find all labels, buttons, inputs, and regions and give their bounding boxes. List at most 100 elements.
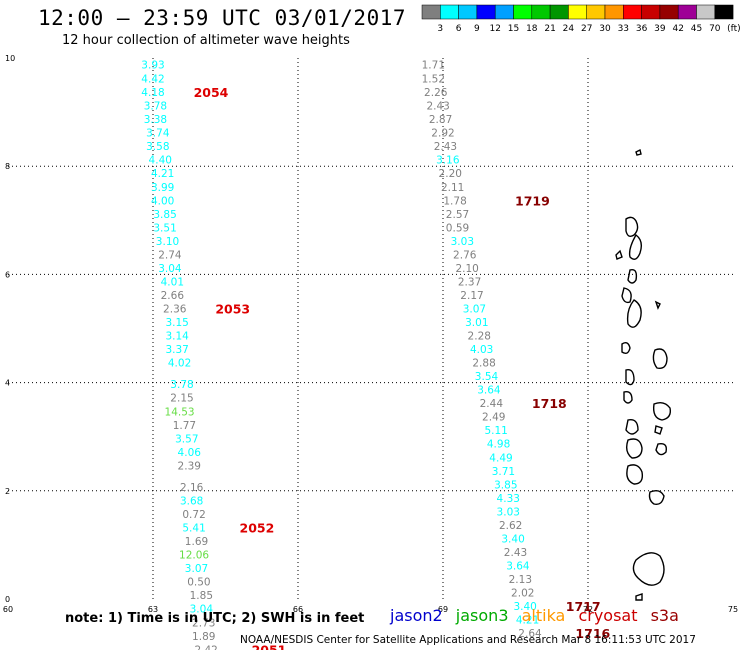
x-tick-label: 66 — [293, 605, 303, 614]
wave-height-label: 2.11 — [441, 182, 464, 194]
wave-height-label: 4.40 — [149, 155, 172, 167]
island-outline — [654, 300, 661, 310]
y-tick-label: 8 — [5, 162, 10, 171]
wave-height-label: 4.18 — [141, 87, 164, 99]
wave-height-label: 2.87 — [429, 114, 452, 126]
wave-height-label: 1.85 — [190, 590, 213, 602]
island-outline — [655, 442, 668, 456]
colorbar: 3 6 9 12 15 18 21 24 27 30 33 36 39 42 45 70 (ft) — [421, 4, 740, 34]
island-outline — [625, 438, 643, 459]
wave-height-label: 2.49 — [482, 412, 505, 424]
wave-height-label: 1.77 — [173, 420, 196, 432]
colorbar-swatch — [641, 4, 661, 20]
island-outline — [626, 299, 642, 328]
y-tick-label: 0 — [5, 595, 10, 604]
satellite-legend: jason2 jason3 altika cryosat s3a — [390, 606, 687, 625]
colorbar-swatch — [568, 4, 587, 20]
wave-height-label: 2.43 — [426, 101, 449, 113]
island-outline — [621, 287, 632, 304]
colorbar-swatch — [586, 4, 606, 20]
wave-height-label: 2.74 — [158, 249, 182, 261]
wave-height-label: 3.64 — [506, 560, 530, 572]
footer-note: note: 1) Time is in UTC; 2) SWH is in fe… — [65, 611, 365, 626]
colorbar-label: 39 — [654, 24, 666, 34]
colorbar-swatch — [677, 4, 697, 20]
wave-height-label: 2.17 — [460, 290, 483, 302]
island-outline — [635, 148, 642, 156]
wave-height-label: 2.43 — [434, 141, 457, 153]
colorbar-swatch — [440, 4, 459, 20]
wave-height-label: 3.04 — [190, 604, 214, 616]
wave-height-label: 5.11 — [484, 425, 507, 437]
legend-s3a: s3a — [650, 606, 679, 625]
y-tick-label: 2 — [5, 487, 10, 496]
wave-height-label: 3.04 — [158, 263, 182, 275]
wave-height-label: 3.40 — [513, 601, 536, 613]
wave-height-label: 2.57 — [446, 209, 469, 221]
colorbar-swatch — [494, 4, 514, 20]
wave-height-label: 2.66 — [161, 290, 185, 302]
wave-height-label: 2.39 — [178, 460, 201, 472]
colorbar-swatch — [623, 4, 642, 20]
wave-height-label: 2.20 — [439, 168, 462, 180]
wave-height-label: 2.44 — [480, 398, 504, 410]
island-outline — [623, 390, 633, 404]
island-outline — [625, 216, 639, 238]
wave-height-label: 2.64 — [518, 628, 542, 640]
wave-height-label: 3.38 — [144, 114, 167, 126]
wave-height-label: 2.73 — [192, 617, 215, 629]
wave-height-label: 3.58 — [146, 141, 169, 153]
wave-height-label: 5.41 — [182, 523, 205, 535]
colorbar-swatch — [476, 4, 496, 20]
y-tick-label: 4 — [5, 379, 10, 388]
wave-height-label: 3.10 — [156, 236, 179, 248]
colorbar-swatch — [513, 4, 533, 20]
wave-height-label: 12.06 — [179, 550, 209, 562]
wave-height-label: 0.72 — [182, 509, 205, 521]
colorbar-label: 3 — [437, 24, 443, 34]
wave-height-label: 3.14 — [165, 331, 189, 343]
wave-height-label: 3.78 — [144, 101, 167, 113]
island-outline — [652, 348, 668, 369]
grid — [8, 58, 733, 599]
wave-height-label: 3.99 — [151, 182, 174, 194]
colorbar-label: 18 — [526, 24, 538, 34]
chart-title: 12:00 — 23:59 UTC 03/01/2017 — [38, 6, 407, 30]
colorbar-label: 36 — [636, 24, 648, 34]
wave-height-label: 2.13 — [509, 574, 532, 586]
y-tick-label: 10 — [5, 54, 15, 63]
wave-height-label: 14.53 — [165, 406, 195, 418]
wave-height-label: 2.92 — [431, 128, 454, 140]
wave-height-label: 2.16 — [180, 482, 204, 494]
island-outline — [654, 425, 663, 435]
island-outline — [625, 419, 639, 435]
time-label: 1717 — [566, 599, 601, 614]
colorbar-label: 24 — [563, 24, 575, 34]
wave-height-label: 3.64 — [477, 385, 501, 397]
wave-height-label: 2.43 — [504, 547, 527, 559]
wave-height-label: 4.33 — [497, 493, 520, 505]
wave-height-label: 3.85 — [494, 479, 517, 491]
wave-height-label: 0.50 — [187, 577, 210, 589]
wave-height-label: 4.21 — [151, 168, 174, 180]
wave-height-label: 2.28 — [468, 331, 491, 343]
wave-height-label: 3.71 — [492, 466, 515, 478]
colorbar-label: 15 — [508, 24, 519, 34]
wave-height-label: 4.06 — [178, 447, 202, 459]
colorbar-label: 70 — [709, 24, 721, 34]
chart-subtitle: 12 hour collection of altimeter wave hei… — [62, 33, 350, 48]
island-outline — [615, 249, 623, 260]
wave-height-label: 1.52 — [422, 74, 445, 86]
island-outline — [632, 552, 665, 586]
wave-height-label: 2.15 — [170, 393, 193, 405]
time-label: 2052 — [240, 521, 275, 536]
colorbar-label: 12 — [489, 24, 500, 34]
x-tick-label: 69 — [438, 605, 448, 614]
wave-height-label: 3.85 — [153, 209, 176, 221]
wave-height-label: 1.89 — [192, 631, 215, 643]
x-tick-label: 60 — [3, 605, 13, 614]
island-outline — [635, 593, 643, 601]
colorbar-swatch — [458, 4, 478, 20]
y-tick-label: 6 — [5, 270, 10, 279]
